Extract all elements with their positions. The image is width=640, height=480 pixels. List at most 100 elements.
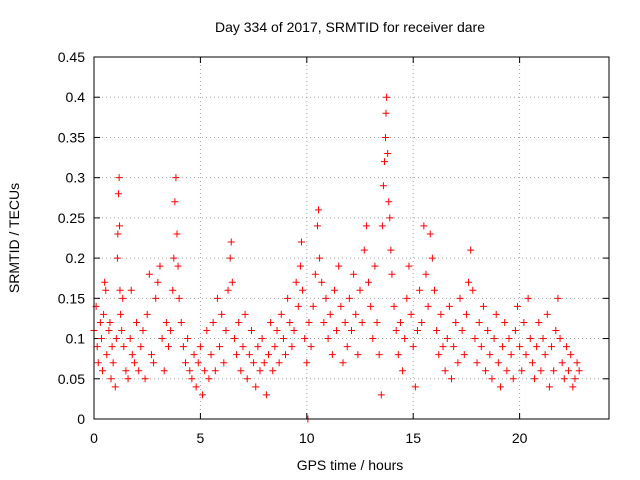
data-point (535, 318, 543, 326)
data-point (113, 254, 121, 262)
data-point (265, 351, 273, 359)
data-point (315, 206, 323, 214)
data-point (297, 238, 305, 246)
data-point (252, 383, 260, 391)
data-point (273, 327, 281, 335)
data-point (324, 335, 332, 343)
data-point (475, 318, 483, 326)
data-point (407, 310, 415, 318)
y-tick-label: 0.1 (66, 331, 86, 347)
data-point (322, 294, 330, 302)
data-point (384, 150, 392, 158)
data-point (528, 359, 536, 367)
data-point (167, 327, 175, 335)
data-point (109, 359, 117, 367)
data-point (360, 246, 368, 254)
data-point (116, 286, 124, 294)
data-point (341, 318, 349, 326)
data-point (282, 351, 290, 359)
data-point (175, 294, 183, 302)
y-tick-label: 0.05 (58, 371, 85, 387)
data-point (554, 294, 562, 302)
data-point (350, 270, 358, 278)
data-point (477, 343, 485, 351)
data-point (379, 182, 387, 190)
data-point (116, 222, 124, 230)
data-point (158, 335, 166, 343)
data-point (386, 214, 394, 222)
data-point (192, 383, 200, 391)
data-point (465, 278, 473, 286)
data-point (562, 343, 570, 351)
data-point (454, 359, 462, 367)
data-point (126, 335, 134, 343)
data-point (439, 343, 447, 351)
data-point (139, 327, 147, 335)
data-point (199, 391, 207, 399)
data-point (503, 367, 511, 375)
data-point (247, 327, 255, 335)
data-point (205, 375, 213, 383)
data-point (186, 367, 194, 375)
data-point (550, 367, 558, 375)
x-tick-label: 0 (90, 430, 98, 446)
y-tick-label: 0.25 (58, 210, 85, 226)
data-point (305, 318, 313, 326)
data-point (450, 343, 458, 351)
data-point (233, 351, 241, 359)
data-point (569, 383, 577, 391)
data-point (190, 351, 198, 359)
data-point (494, 359, 502, 367)
data-point (567, 351, 575, 359)
data-point (394, 351, 402, 359)
data-point (245, 351, 253, 359)
data-point (156, 262, 164, 270)
data-point (388, 270, 396, 278)
data-point (505, 335, 513, 343)
x-tick-label: 20 (512, 430, 528, 446)
data-point (93, 343, 101, 351)
data-point (543, 310, 551, 318)
data-point (499, 343, 507, 351)
data-point (375, 351, 383, 359)
data-point (135, 367, 143, 375)
data-point (141, 375, 149, 383)
data-point (433, 327, 441, 335)
data-point (501, 318, 509, 326)
data-point (548, 343, 556, 351)
data-point (490, 335, 498, 343)
data-point (418, 318, 426, 326)
data-point (473, 359, 481, 367)
data-point (309, 302, 317, 310)
y-tick-label: 0.45 (58, 49, 85, 65)
data-point (100, 310, 108, 318)
data-point (335, 262, 343, 270)
data-point (137, 343, 145, 351)
data-point (301, 335, 309, 343)
data-point (403, 294, 411, 302)
data-point (356, 286, 364, 294)
data-point (484, 327, 492, 335)
data-point (411, 383, 419, 391)
data-point (337, 302, 345, 310)
data-point (124, 375, 132, 383)
data-point (380, 158, 388, 166)
data-point (430, 286, 438, 294)
data-point (150, 359, 158, 367)
data-point (296, 262, 304, 270)
data-point (207, 351, 215, 359)
data-point (326, 310, 334, 318)
data-point (320, 318, 328, 326)
data-point (467, 246, 475, 254)
data-point (313, 222, 321, 230)
data-point (184, 335, 192, 343)
x-axis-label: GPS time / hours (297, 457, 404, 473)
y-tick-label: 0.15 (58, 290, 85, 306)
data-point (311, 270, 319, 278)
data-point (479, 302, 487, 310)
data-point (290, 327, 298, 335)
data-point (537, 367, 545, 375)
data-point (560, 375, 568, 383)
data-point (377, 391, 385, 399)
